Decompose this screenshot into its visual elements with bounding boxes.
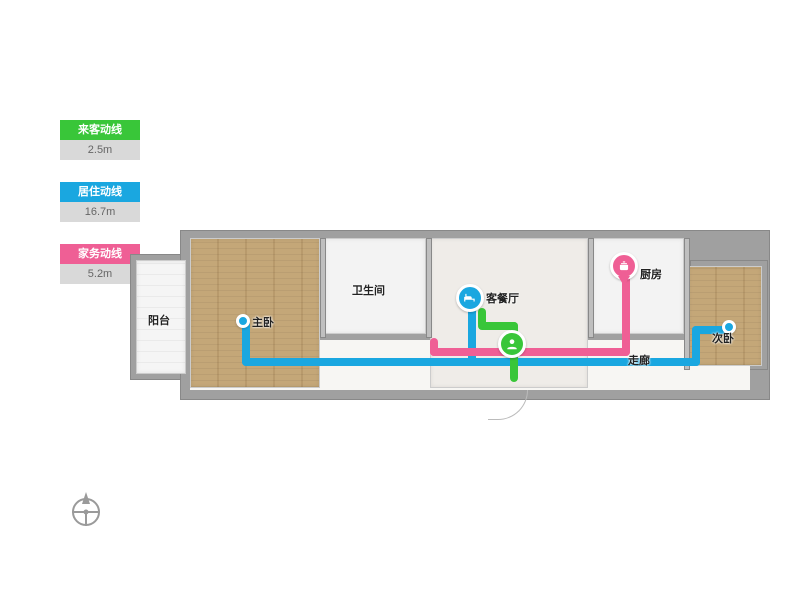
flow-house	[430, 338, 438, 356]
room-label: 主卧	[252, 314, 274, 330]
living-marker-icon	[456, 284, 484, 312]
legend-item-house: 家务动线 5.2m	[60, 244, 140, 284]
legend-value: 2.5m	[60, 140, 140, 160]
room-label: 次卧	[712, 330, 734, 346]
house-marker-icon	[610, 252, 640, 290]
entry-door-icon	[488, 390, 528, 420]
wall	[588, 238, 594, 338]
wall	[320, 238, 326, 338]
flow-end-icon	[236, 314, 250, 328]
compass-icon	[66, 490, 106, 530]
room-label: 卫生间	[352, 282, 385, 298]
wall	[684, 238, 690, 370]
legend-label: 居住动线	[60, 182, 140, 202]
flow-guest	[478, 308, 486, 328]
legend-item-living: 居住动线 16.7m	[60, 182, 140, 222]
floor-plan: 阳台 主卧 卫生间 客餐厅 厨房 次卧 走廊	[130, 230, 770, 410]
legend-value: 16.7m	[60, 202, 140, 222]
room-label: 客餐厅	[486, 290, 519, 306]
room-label: 走廊	[628, 352, 650, 368]
legend-label: 来客动线	[60, 120, 140, 140]
room-label: 阳台	[148, 312, 170, 328]
legend: 来客动线 2.5m 居住动线 16.7m 家务动线 5.2m	[60, 120, 140, 306]
guest-marker-icon	[498, 330, 526, 358]
legend-label: 家务动线	[60, 244, 140, 264]
flow-house	[430, 348, 630, 356]
legend-item-guest: 来客动线 2.5m	[60, 120, 140, 160]
wall	[426, 238, 432, 338]
legend-value: 5.2m	[60, 264, 140, 284]
room-label: 厨房	[640, 266, 662, 282]
